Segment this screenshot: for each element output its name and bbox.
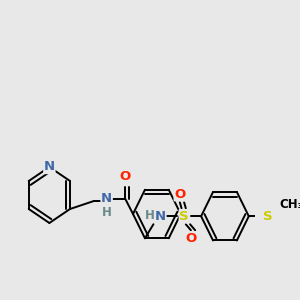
Text: H: H	[145, 209, 155, 222]
Text: O: O	[120, 170, 131, 184]
Text: H: H	[102, 206, 112, 220]
Text: N: N	[44, 160, 55, 173]
Text: S: S	[263, 210, 272, 223]
Text: CH₃: CH₃	[280, 198, 300, 211]
Text: N: N	[155, 210, 166, 223]
Text: N: N	[101, 193, 112, 206]
Text: O: O	[185, 232, 197, 245]
Text: S: S	[179, 210, 189, 223]
Text: O: O	[174, 188, 185, 201]
